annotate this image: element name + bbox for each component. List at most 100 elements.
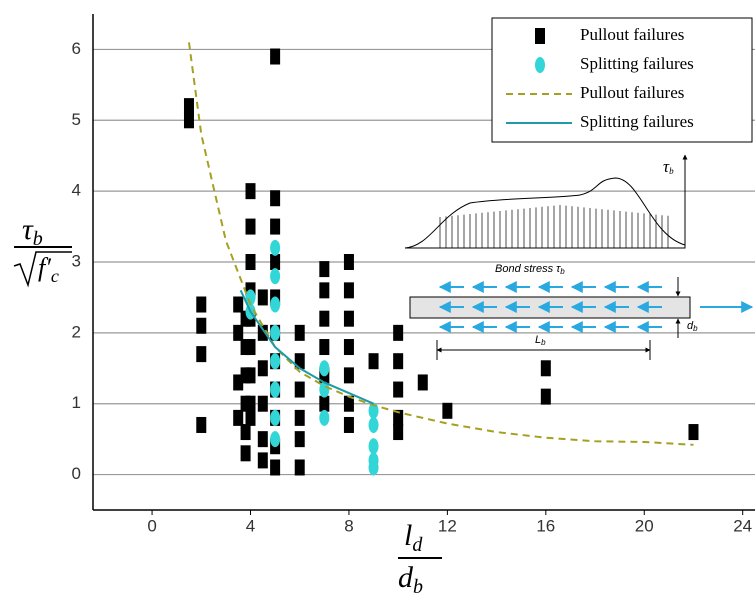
point [270,353,281,370]
y-tick-label: 5 [72,110,81,129]
point [393,353,404,370]
legend-marker [535,28,545,44]
curve [239,289,374,405]
point [294,459,305,476]
point [343,416,354,433]
legend-label: Pullout failures [580,25,684,44]
x-tick-label: 8 [344,516,353,535]
point [319,282,330,299]
y-tick-label: 3 [72,251,81,270]
point [319,310,330,327]
point [233,409,244,426]
point [343,310,354,327]
x-tick-label: 16 [536,516,555,535]
legend-label: Splitting failures [580,54,694,73]
legend-box [491,17,753,143]
point [270,254,281,270]
point [270,218,281,235]
point [270,324,281,341]
point [245,289,256,306]
point [343,395,354,412]
point [270,48,281,65]
legend-marker [535,57,545,73]
point [294,381,305,398]
point [257,289,268,306]
point [257,324,268,341]
point [270,239,281,256]
point [343,367,354,384]
legend: Pullout failures Splitting failures Pullou… [491,17,753,143]
point [540,388,551,405]
bond-stress-label: Bond stress τb [495,263,565,276]
point [196,346,207,363]
point [393,409,404,426]
point [183,98,194,115]
point [343,339,354,356]
point [245,395,256,412]
x-label-top: ld [404,519,423,556]
y-tick-label: 6 [72,39,81,58]
point [270,381,281,398]
length-label: Lb [535,334,546,347]
y-tick-label: 0 [72,464,81,483]
point [294,353,305,370]
point [245,339,256,356]
point [319,381,330,398]
point [343,282,354,299]
x-tick-label: 0 [147,516,156,535]
x-label-bottom: db [398,561,423,597]
point [368,416,379,433]
point [294,409,305,426]
point [196,416,207,433]
point [240,445,251,462]
y-label-bottom: f′c [38,253,59,286]
point [270,409,281,426]
point [294,324,305,341]
point [270,459,281,476]
legend-label: Pullout failures [580,83,684,102]
legend-label: Splitting failures [580,112,694,131]
point [368,353,379,370]
x-tick-label: 4 [246,516,255,535]
point [196,317,207,334]
point [257,395,268,412]
y-tick-label: 2 [72,322,81,341]
stress-curve [404,177,686,249]
point [294,431,305,448]
stress-label: τb [663,157,674,176]
point [417,374,428,391]
point [245,183,256,200]
point [183,112,194,129]
point [233,324,244,341]
y-tick-label: 4 [72,181,81,200]
point [270,431,281,448]
point [368,438,379,455]
point [540,360,551,377]
point [245,367,256,384]
point [319,360,330,377]
point [270,190,281,207]
point [257,360,268,377]
point [270,268,281,285]
point [442,402,453,419]
curve [187,42,694,446]
point [240,424,251,441]
point [245,409,256,426]
point [257,452,268,469]
point [270,296,281,313]
point [257,431,268,448]
point [233,296,244,313]
point [688,424,699,441]
point [319,339,330,356]
point [393,381,404,398]
point [343,254,354,270]
x-tick-label: 24 [733,516,752,535]
point [319,409,330,426]
point [319,261,330,278]
point [319,395,330,412]
y-label-top: τb [22,213,43,250]
inset-diagram: τb Bond stress τb db Lb [404,154,754,360]
